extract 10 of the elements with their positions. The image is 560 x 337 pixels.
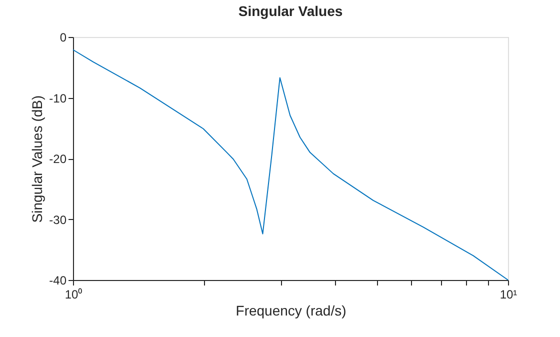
chart-title: Singular Values — [238, 3, 343, 19]
y-tick-label: -40 — [49, 274, 67, 288]
x-tick-label: 10¹ — [500, 288, 518, 302]
y-tick-label: -20 — [49, 152, 67, 166]
y-axis-title: Singular Values (dB) — [29, 95, 46, 223]
y-tick-label: 0 — [60, 30, 67, 44]
x-axis-title: Frequency (rad/s) — [236, 302, 346, 318]
x-tick-label: 10⁰ — [64, 288, 82, 302]
y-tick-label: -30 — [49, 212, 67, 227]
y-tick-label: -10 — [49, 91, 67, 106]
